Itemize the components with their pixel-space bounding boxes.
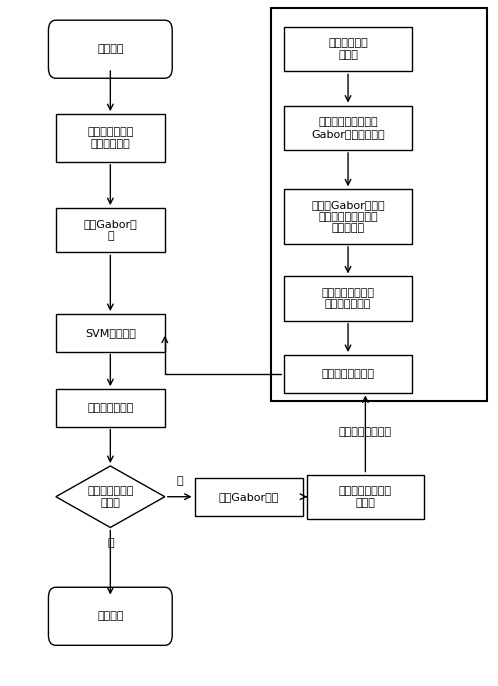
Text: 分类结束: 分类结束 (97, 611, 124, 622)
Text: 输出的Gabor变换系
数作为三维荧光光谱
的特征向量: 输出的Gabor变换系 数作为三维荧光光谱 的特征向量 (311, 200, 385, 233)
Text: 是: 是 (107, 538, 114, 547)
Text: 得到污染物类别: 得到污染物类别 (87, 403, 133, 413)
Bar (56, 314, 165, 351)
Bar (271, 8, 487, 401)
Polygon shape (56, 466, 165, 528)
Text: 否: 否 (176, 477, 183, 486)
Text: 是否在已有污染
物库中: 是否在已有污染 物库中 (87, 486, 133, 508)
Text: 训练样本光谱
预处理: 训练样本光谱 预处理 (328, 38, 368, 60)
Text: 获取光谱: 获取光谱 (97, 44, 124, 54)
Text: SVM分类模型: SVM分类模型 (85, 328, 136, 338)
Bar (195, 478, 303, 515)
Text: 与多尺度、多方向的
Gabor波波器做卷积: 与多尺度、多方向的 Gabor波波器做卷积 (311, 117, 385, 139)
FancyBboxPatch shape (48, 20, 172, 78)
Text: 图线采样判断污染
物种类: 图线采样判断污染 物种类 (339, 486, 392, 508)
Text: 提取Gabor特
征: 提取Gabor特 征 (84, 220, 137, 241)
Text: 构建污染物特征库: 构建污染物特征库 (322, 369, 374, 379)
Bar (284, 276, 412, 321)
Text: 提取Gabor特征: 提取Gabor特征 (219, 492, 279, 501)
Text: 预处理原始三维
荧光光谱数据: 预处理原始三维 荧光光谱数据 (87, 127, 133, 149)
Text: 分块统计对光谱特
征向量进行采样: 分块统计对光谱特 征向量进行采样 (322, 288, 374, 309)
Text: 加入污染物特征库: 加入污染物特征库 (339, 427, 392, 437)
Bar (307, 475, 424, 519)
Bar (56, 208, 165, 252)
Bar (284, 27, 412, 71)
Bar (284, 106, 412, 150)
Bar (56, 389, 165, 427)
FancyBboxPatch shape (48, 587, 172, 646)
Bar (284, 355, 412, 392)
Bar (56, 114, 165, 162)
Bar (284, 189, 412, 244)
